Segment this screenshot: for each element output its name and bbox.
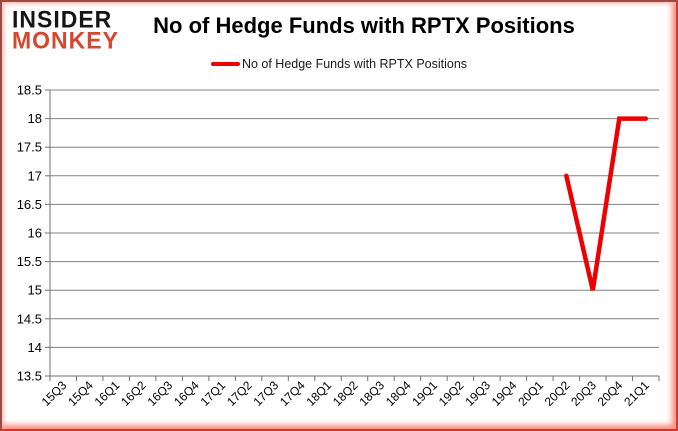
x-tick-label: 16Q3	[145, 378, 176, 409]
y-tick-label: 17	[28, 168, 42, 183]
x-tick-label: 17Q3	[251, 378, 282, 409]
x-tick-label: 16Q1	[92, 378, 123, 409]
x-tick-label: 18Q1	[303, 378, 334, 409]
x-tick-label: 19Q1	[409, 378, 440, 409]
y-tick-label: 14.5	[17, 311, 42, 326]
y-tick-label: 18	[28, 111, 42, 126]
y-tick-label: 16	[28, 226, 42, 241]
y-tick-label: 15.5	[17, 254, 42, 269]
insider-monkey-logo: INSIDER MONKEY	[12, 5, 119, 54]
logo-monkey-text: MONKEY	[12, 26, 119, 54]
y-tick-label: 18.5	[17, 83, 42, 98]
y-tick-label: 16.5	[17, 197, 42, 212]
x-tick-label: 15Q4	[65, 378, 96, 409]
x-tick-label: 18Q4	[383, 378, 414, 409]
x-tick-label: 17Q1	[198, 378, 229, 409]
x-tick-label: 17Q2	[224, 378, 255, 409]
x-tick-label: 15Q3	[39, 378, 70, 409]
legend-label: No of Hedge Funds with RPTX Positions	[241, 57, 468, 71]
x-tick-label: 18Q3	[356, 378, 387, 409]
x-tick-label: 20Q3	[568, 378, 599, 409]
legend-line-marker	[210, 62, 240, 66]
x-tick-label: 20Q4	[595, 378, 626, 409]
x-tick-label: 17Q4	[277, 378, 308, 409]
x-tick-label: 16Q2	[118, 378, 149, 409]
y-tick-label: 17.5	[17, 140, 42, 155]
chart-title: No of Hedge Funds with RPTX Positions	[153, 13, 575, 38]
x-tick-label: 16Q4	[171, 378, 202, 409]
legend: No of Hedge Funds with RPTX Positions	[2, 57, 676, 71]
x-tick-label: 19Q2	[436, 378, 467, 409]
y-tick-label: 15	[28, 283, 42, 298]
x-tick-label: 18Q2	[330, 378, 361, 409]
y-tick-label: 14	[28, 340, 42, 355]
y-tick-label: 13.5	[17, 369, 42, 384]
x-tick-label: 19Q4	[489, 378, 520, 409]
series-line	[564, 116, 649, 291]
logo-insider-text: INSIDER	[12, 5, 113, 33]
x-tick-label: 20Q2	[542, 378, 573, 409]
x-tick-label: 19Q3	[462, 378, 493, 409]
x-tick-label: 21Q1	[621, 378, 652, 409]
x-tick-label: 20Q1	[515, 378, 546, 409]
